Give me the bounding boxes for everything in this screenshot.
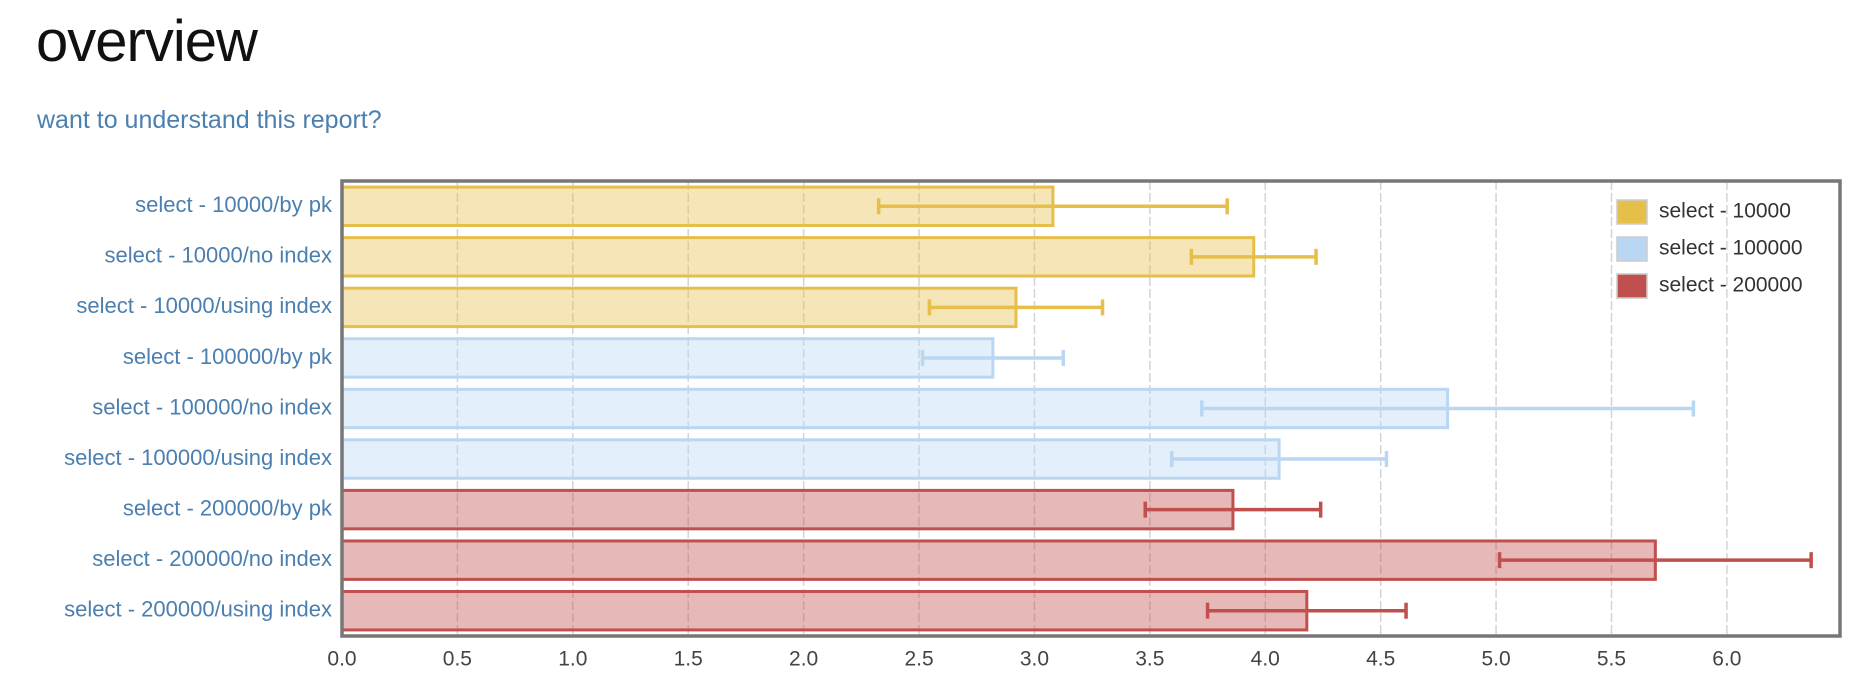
x-tick-label: 5.5 [1597, 648, 1626, 671]
bar [340, 337, 995, 379]
x-tick-label: 5.0 [1481, 648, 1510, 671]
x-tick-label: 1.5 [674, 648, 703, 671]
legend-label: select - 200000 [1659, 274, 1803, 297]
y-tick-label: select - 200000/by pk [123, 495, 333, 520]
help-link[interactable]: want to understand this report? [37, 106, 382, 134]
bar [340, 286, 1018, 329]
y-tick-label: select - 100000/using index [64, 445, 332, 470]
plot-frame [340, 179, 1842, 638]
legend-label: select - 100000 [1659, 237, 1803, 260]
error-bar [1497, 552, 1813, 569]
error-bar [1170, 451, 1389, 468]
error-bar [1189, 248, 1318, 265]
error-bar [927, 299, 1105, 316]
x-tick-label: 3.0 [1020, 648, 1049, 671]
x-tick-label: 1.0 [558, 648, 587, 671]
y-tick-label: select - 10000/no index [105, 243, 333, 268]
x-tick-label: 4.0 [1251, 648, 1280, 671]
bar [340, 539, 1657, 581]
legend-swatch [1616, 236, 1648, 262]
bar [340, 488, 1235, 531]
y-tick-label: select - 100000/no index [92, 394, 332, 419]
y-tick-label: select - 200000/using index [64, 597, 332, 622]
x-tick-label: 0.0 [327, 648, 356, 671]
bar [340, 438, 1281, 480]
x-tick-label: 4.5 [1366, 648, 1395, 671]
error-bar [1205, 602, 1408, 619]
legend-swatch [1616, 273, 1648, 299]
y-tick-label: select - 10000/by pk [135, 192, 333, 217]
y-tick-label: select - 200000/no index [92, 546, 332, 571]
page-title: overview [36, 9, 258, 74]
x-tick-label: 3.5 [1135, 648, 1164, 671]
y-tick-label: select - 100000/by pk [123, 344, 333, 369]
y-tick-label: select - 10000/using index [76, 293, 332, 318]
x-tick-label: 2.5 [904, 648, 933, 671]
legend-label: select - 10000 [1659, 200, 1791, 223]
error-bar [1143, 501, 1323, 518]
error-bar [1200, 400, 1696, 417]
x-tick-label: 6.0 [1712, 648, 1741, 671]
legend-swatch [1616, 199, 1648, 225]
bar [340, 236, 1256, 278]
x-tick-label: 2.0 [789, 648, 818, 671]
error-bar [876, 198, 1229, 215]
x-tick-label: 0.5 [443, 648, 472, 671]
bar [340, 590, 1309, 632]
error-bar [920, 349, 1066, 366]
